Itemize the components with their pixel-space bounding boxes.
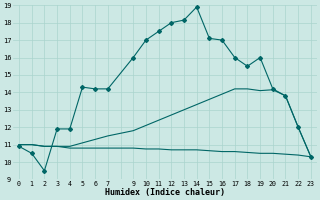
X-axis label: Humidex (Indice chaleur): Humidex (Indice chaleur) [105,188,225,197]
